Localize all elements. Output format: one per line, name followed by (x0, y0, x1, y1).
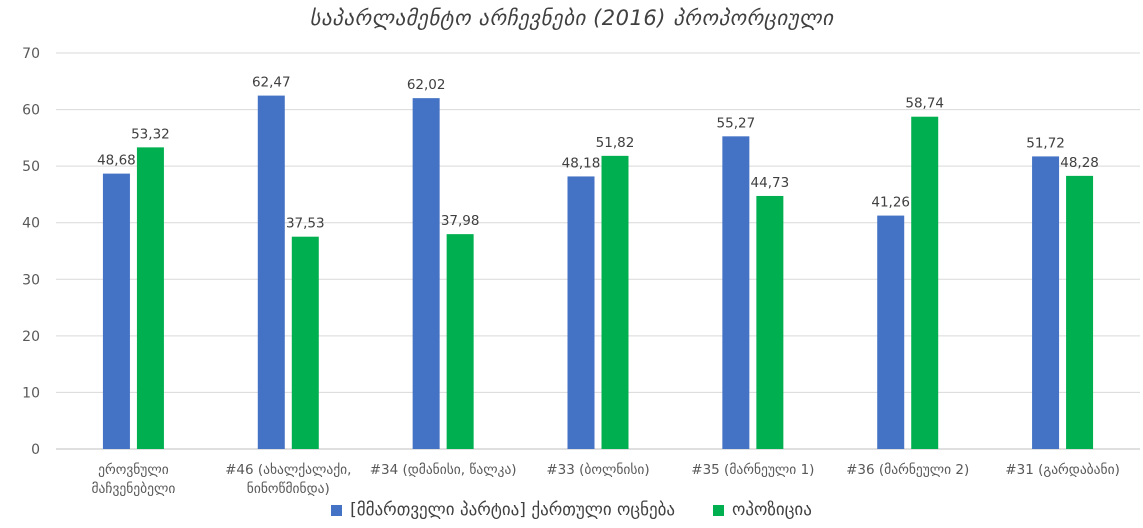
bar-opposition (601, 155, 629, 449)
bar-ruling-party (567, 176, 595, 450)
category-label: #33 (ბოლნისი) (546, 462, 649, 478)
legend-label-opposition: ოპოზიცია (732, 500, 812, 520)
y-tick-label: 70 (22, 46, 40, 62)
legend: [მმართველი პარტია] ქართული ოცნება ოპოზიც… (0, 500, 1143, 520)
chart-title: საპარლამენტო არჩევნები (2016) პროპორციულ… (309, 6, 834, 30)
legend-label-ruling-party: [მმართველი პარტია] ქართული ოცნება (350, 500, 676, 520)
bar-opposition (756, 195, 784, 449)
legend-swatch-ruling-party (331, 504, 343, 516)
bar-ruling-party (257, 95, 285, 449)
y-tick-label: 60 (22, 103, 40, 119)
data-label: 41,26 (871, 195, 910, 211)
y-tick-label: 20 (22, 329, 40, 345)
data-label: 48,68 (97, 153, 136, 169)
data-label: 58,74 (905, 96, 944, 112)
bar-opposition (136, 147, 164, 449)
data-label: 51,82 (596, 135, 635, 151)
legend-swatch-opposition (713, 504, 725, 516)
data-label: 37,53 (286, 216, 325, 232)
bar-ruling-party (722, 136, 750, 449)
category-label: #31 (გარდაბანი) (1005, 461, 1120, 478)
bar-ruling-party (877, 215, 905, 449)
category-label: #34 (დმანისი, წალკა) (370, 462, 517, 478)
y-tick-label: 30 (22, 272, 40, 288)
data-label: 48,18 (562, 155, 601, 171)
bar-ruling-party (102, 173, 130, 449)
category-label: ეროვნული (98, 461, 169, 478)
legend-item-opposition: ოპოზიცია (713, 500, 812, 520)
category-label: #35 (მარნეული 1) (691, 461, 814, 478)
data-label: 44,73 (751, 175, 790, 191)
category-label: მაჩვენებელი (91, 481, 175, 497)
bar-ruling-party (1032, 156, 1060, 449)
data-label: 62,47 (252, 75, 291, 91)
category-label: #46 (ახალქალაქი, (225, 462, 351, 478)
legend-item-ruling-party: [მმართველი პარტია] ქართული ოცნება (331, 500, 675, 520)
y-tick-label: 0 (31, 442, 40, 458)
bar-opposition (1066, 175, 1094, 449)
data-label: 53,32 (131, 126, 170, 142)
bar-opposition (446, 234, 474, 449)
y-tick-label: 50 (22, 159, 40, 175)
bar-opposition (911, 116, 939, 449)
category-label: #36 (მარნეული 2) (846, 461, 969, 478)
category-label: ნინოწმინდა) (247, 481, 330, 497)
y-tick-label: 10 (22, 385, 40, 401)
data-label: 37,98 (441, 213, 480, 229)
data-label: 55,27 (717, 115, 756, 131)
data-label: 51,72 (1026, 135, 1065, 151)
data-label: 48,28 (1060, 155, 1099, 171)
data-label: 62,02 (407, 77, 446, 93)
bar-ruling-party (412, 98, 440, 450)
y-tick-label: 40 (22, 216, 40, 232)
bar-opposition (291, 236, 319, 449)
